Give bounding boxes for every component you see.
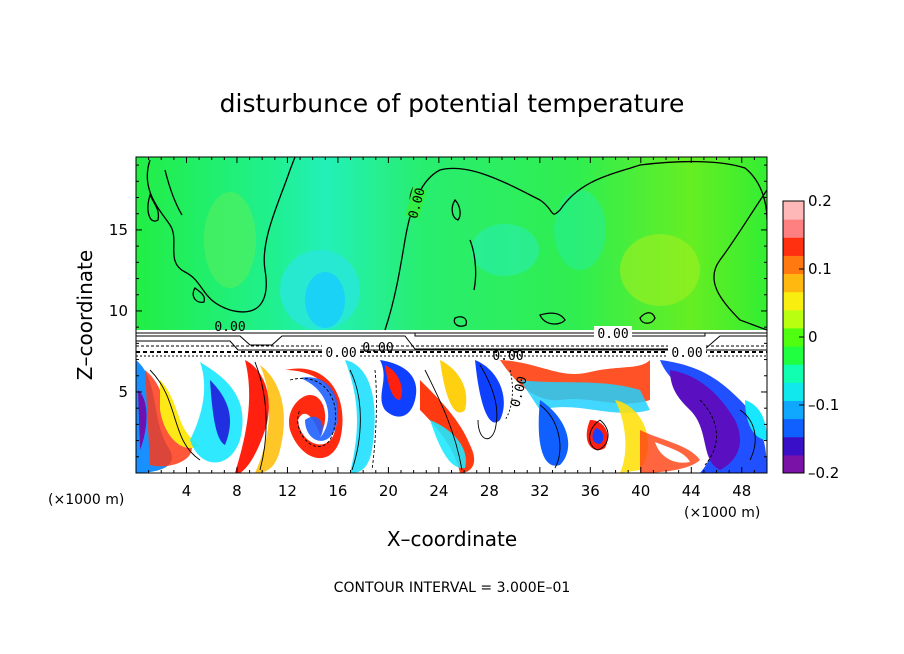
contour-label: 0.00 — [671, 346, 702, 361]
upper-anomaly-2 — [204, 192, 256, 288]
x-tick-label: 4 — [182, 482, 192, 500]
colorbar-ticks: 0.2 0.1 0 –0.1 –0.2 — [799, 192, 839, 482]
inversion-band — [136, 330, 767, 358]
colorbar-swatch — [783, 201, 804, 220]
x-axis: 4 8 12 16 20 24 28 32 36 40 44 48 — [148, 157, 755, 500]
x-tick-label: 36 — [581, 482, 600, 500]
contour-label: 0.00 — [325, 346, 356, 361]
contour-label: 0.00 — [492, 349, 523, 364]
upper-anomaly-3 — [620, 234, 700, 306]
x-tick-label: 24 — [429, 482, 448, 500]
contour-label: 0.00 — [362, 341, 393, 356]
colorbar-swatch — [783, 436, 804, 456]
blue-anomaly — [305, 272, 345, 328]
contour-labels: 0.00 0.00 0.00 0.00 0.00 0.00 0.00 0.00 — [214, 186, 706, 409]
colorbar-swatch — [783, 255, 804, 275]
colorbar-swatch — [783, 364, 804, 383]
colorbar-swatch — [783, 382, 804, 401]
colorbar-swatch — [783, 291, 804, 311]
contour-interval: CONTOUR INTERVAL = 3.000E–01 — [334, 580, 571, 596]
colorbar-tick-label: 0 — [808, 328, 818, 346]
contour-label: 0.00 — [214, 320, 245, 335]
x-tick-label: 28 — [480, 482, 499, 500]
contour-label: 0.00 — [597, 327, 628, 342]
x-tick-label: 16 — [328, 482, 347, 500]
x-unit-label-left: (×1000 m) — [48, 492, 124, 508]
upper-anomaly-4 — [554, 190, 606, 270]
x-tick-label: 48 — [732, 482, 751, 500]
y-tick-label: 15 — [109, 221, 128, 239]
chart-title: disturbunce of potential temperature — [220, 89, 685, 118]
colorbar-swatch — [783, 237, 804, 256]
colorbar-swatch — [783, 418, 804, 438]
x-unit-label-right: (×1000 m) — [684, 505, 760, 521]
y-axis: 5 10 15 — [109, 164, 767, 458]
x-tick-label: 8 — [232, 482, 242, 500]
heatmap-field: 0.00 0.00 0.00 0.00 0.00 0.00 0.00 0.00 — [136, 157, 767, 473]
x-tick-label: 20 — [379, 482, 398, 500]
y-tick-label: 5 — [118, 383, 128, 401]
y-axis-title: Z–coordinate — [73, 250, 97, 380]
colorbar-tick-label: –0.2 — [808, 464, 839, 482]
x-tick-label: 44 — [682, 482, 701, 500]
x-tick-label: 12 — [278, 482, 297, 500]
x-axis-title: X–coordinate — [387, 527, 517, 551]
colorbar-swatch — [783, 400, 804, 420]
colorbar-swatch — [783, 273, 804, 293]
colorbar-swatch — [783, 219, 804, 238]
colorbar-swatch — [783, 309, 804, 329]
colorbar-swatch — [783, 346, 804, 365]
upper-anomaly-1 — [471, 224, 539, 276]
colorbar-tick-label: 0.1 — [808, 260, 832, 278]
colorbar-swatch — [783, 327, 804, 347]
y-tick-label: 10 — [109, 302, 128, 320]
colorbar-tick-label: 0.2 — [808, 192, 832, 210]
colorbar-tick-label: –0.1 — [808, 396, 839, 414]
turbulent-eddies — [136, 360, 767, 473]
colorbar — [783, 201, 804, 474]
x-tick-label: 32 — [530, 482, 549, 500]
x-tick-label: 40 — [631, 482, 650, 500]
lower-contours — [149, 361, 756, 471]
colorbar-swatch — [783, 454, 804, 474]
